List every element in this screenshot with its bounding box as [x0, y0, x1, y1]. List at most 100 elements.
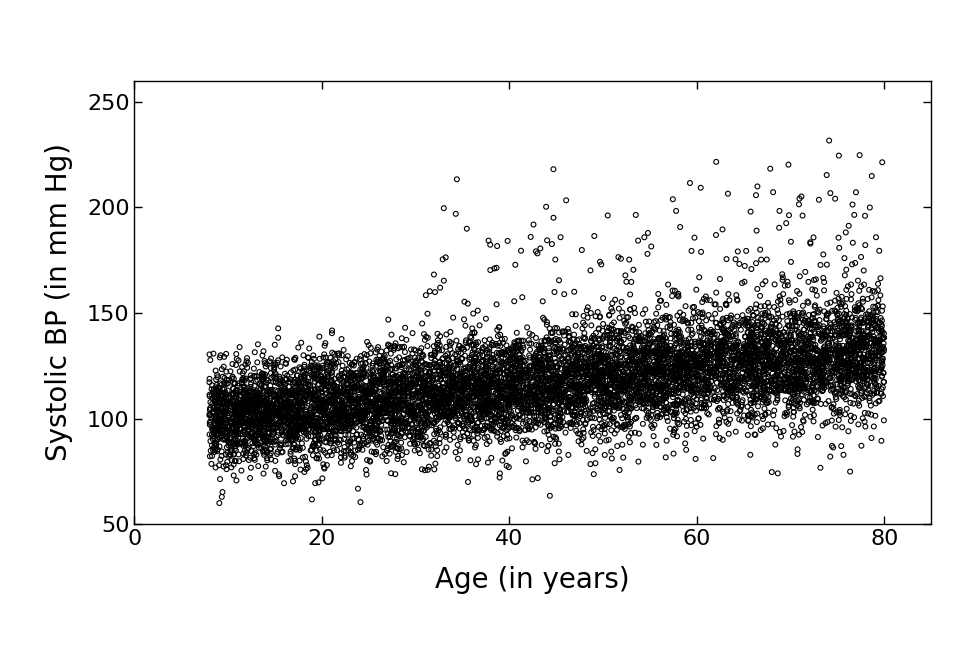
Point [454, 368, 469, 379]
Point [497, 346, 513, 357]
Point [856, 333, 872, 344]
Point [473, 370, 489, 381]
Point [797, 347, 812, 358]
Point [712, 403, 728, 413]
Point [804, 358, 819, 369]
Point [251, 392, 266, 403]
Point [486, 396, 501, 407]
Point [852, 325, 867, 335]
Point [235, 401, 251, 412]
Point [672, 355, 687, 366]
Point [519, 387, 535, 398]
Point [621, 401, 636, 411]
Point [862, 306, 877, 317]
Point [335, 401, 350, 412]
Point [324, 394, 340, 405]
Point [622, 390, 637, 401]
Point [684, 381, 700, 392]
Point [405, 423, 420, 433]
Point [519, 415, 535, 425]
Point [855, 293, 871, 304]
Point [249, 405, 264, 416]
Point [370, 401, 385, 411]
Point [853, 281, 869, 292]
Point [564, 402, 580, 413]
Point [604, 364, 619, 375]
Point [611, 371, 626, 382]
Point [581, 385, 596, 396]
Point [799, 339, 814, 350]
Point [290, 422, 305, 433]
Point [439, 394, 454, 405]
Point [839, 360, 854, 371]
Point [589, 341, 605, 351]
Point [489, 364, 504, 374]
Point [768, 439, 783, 450]
Point [793, 364, 808, 375]
Point [650, 340, 665, 351]
Point [658, 349, 673, 360]
Point [387, 415, 402, 426]
Point [402, 402, 418, 413]
Point [369, 413, 384, 423]
Point [307, 394, 323, 405]
Point [360, 439, 375, 450]
Point [523, 388, 539, 399]
Point [375, 374, 391, 384]
Point [613, 296, 629, 307]
Point [636, 403, 651, 414]
Point [641, 325, 657, 335]
Point [782, 297, 798, 308]
Point [334, 414, 349, 425]
Point [843, 346, 858, 357]
Point [750, 335, 765, 346]
Point [460, 400, 475, 411]
Point [444, 394, 459, 405]
Point [761, 353, 777, 364]
Point [396, 371, 411, 382]
Point [759, 347, 775, 358]
Point [576, 402, 591, 413]
Point [739, 341, 755, 352]
Point [480, 385, 495, 396]
Point [641, 330, 657, 341]
Point [437, 410, 452, 421]
Point [613, 358, 629, 369]
Point [513, 392, 528, 403]
Point [385, 399, 400, 410]
Point [804, 381, 819, 392]
Point [574, 439, 589, 450]
Point [207, 423, 223, 433]
Point [468, 398, 484, 409]
Point [469, 380, 485, 390]
Point [809, 376, 825, 386]
Point [348, 445, 363, 456]
Point [484, 374, 499, 384]
Point [390, 387, 405, 398]
Point [390, 361, 405, 372]
Point [416, 372, 431, 383]
Point [659, 403, 674, 414]
Point [813, 259, 828, 270]
Point [759, 369, 775, 380]
Point [386, 423, 401, 433]
Point [208, 437, 224, 448]
Point [351, 373, 367, 384]
Point [829, 364, 845, 375]
Point [307, 434, 323, 445]
Point [591, 335, 607, 345]
Point [562, 332, 577, 343]
Point [715, 407, 731, 417]
Point [298, 417, 313, 428]
Point [420, 412, 435, 423]
Point [610, 419, 625, 430]
Point [485, 368, 500, 378]
Point [606, 324, 621, 335]
Point [565, 394, 581, 405]
Point [805, 373, 821, 384]
Point [324, 397, 340, 408]
Point [491, 378, 506, 389]
Point [460, 429, 475, 439]
Point [784, 366, 800, 377]
Point [712, 353, 728, 364]
